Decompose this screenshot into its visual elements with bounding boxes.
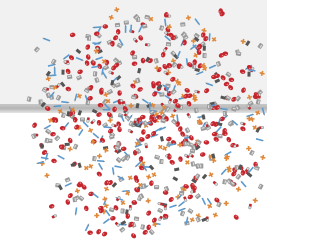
icon — [40, 100, 41, 103]
icon — [134, 216, 140, 221]
icon — [145, 145, 148, 148]
icon — [200, 165, 201, 168]
icon — [115, 23, 120, 28]
icon — [103, 109, 110, 111]
icon — [66, 60, 69, 62]
icon — [191, 40, 196, 42]
icon — [180, 22, 185, 27]
icon — [102, 109, 110, 111]
icon — [54, 66, 55, 68]
icon — [125, 25, 127, 33]
icon — [117, 90, 121, 96]
icon — [96, 213, 98, 218]
icon — [124, 20, 129, 24]
icon — [54, 66, 56, 74]
icon — [223, 111, 228, 116]
icon — [80, 117, 85, 121]
icon — [120, 208, 124, 213]
icon — [61, 70, 64, 75]
icon — [72, 197, 77, 202]
icon-scene — [0, 0, 267, 243]
icon — [222, 179, 227, 185]
icon — [132, 55, 137, 59]
icon — [131, 31, 132, 33]
icon — [204, 54, 205, 57]
icon — [166, 42, 171, 47]
icon — [92, 156, 97, 162]
icon — [65, 143, 70, 146]
icon — [160, 203, 163, 206]
icon — [125, 21, 128, 22]
icon — [225, 134, 227, 135]
icon — [93, 71, 98, 76]
icon — [247, 72, 250, 77]
icon — [224, 203, 229, 205]
icon — [133, 56, 136, 57]
icon — [124, 20, 129, 24]
icon — [179, 191, 185, 196]
icon — [125, 224, 127, 225]
icon — [145, 43, 148, 46]
icon — [40, 144, 43, 149]
icon — [164, 205, 167, 210]
icon — [40, 144, 43, 149]
icon — [54, 67, 56, 74]
icon — [85, 100, 90, 106]
icon — [219, 135, 222, 136]
icon — [89, 37, 90, 40]
icon — [130, 103, 132, 108]
icon — [64, 60, 69, 63]
icon — [36, 134, 39, 137]
icon — [87, 117, 90, 120]
icon — [102, 109, 104, 110]
icon — [183, 141, 188, 147]
icon — [120, 91, 121, 93]
icon — [154, 185, 159, 189]
icon — [159, 159, 163, 164]
icon — [138, 18, 139, 21]
icon — [155, 186, 158, 187]
icon — [235, 165, 239, 170]
icon — [67, 75, 73, 80]
icon — [104, 25, 106, 26]
icon — [166, 15, 171, 17]
icon — [121, 209, 122, 212]
page: (() => { const data = JSON.parse(documen… — [0, 0, 267, 243]
icon — [129, 205, 132, 210]
icon — [161, 160, 162, 163]
icon — [103, 24, 109, 28]
icon — [207, 104, 211, 109]
icon — [145, 143, 148, 148]
icon — [202, 53, 206, 58]
icon — [237, 166, 238, 169]
icon — [81, 118, 84, 119]
icon — [87, 36, 91, 41]
icon — [164, 205, 167, 208]
icon — [247, 72, 250, 77]
icon — [103, 24, 109, 28]
icon — [166, 42, 171, 47]
icon — [125, 25, 126, 27]
icon — [65, 143, 70, 146]
icon — [145, 43, 150, 46]
icon — [158, 202, 163, 205]
icon — [155, 67, 160, 69]
icon — [159, 159, 163, 164]
icon — [129, 205, 132, 208]
icon — [166, 15, 169, 17]
icon — [117, 143, 118, 146]
icon — [117, 90, 121, 96]
icon — [203, 46, 206, 51]
icon — [61, 70, 64, 75]
icon — [125, 26, 127, 33]
icon — [203, 46, 206, 51]
icon — [222, 179, 227, 185]
icon — [191, 145, 196, 151]
icon — [249, 204, 252, 207]
